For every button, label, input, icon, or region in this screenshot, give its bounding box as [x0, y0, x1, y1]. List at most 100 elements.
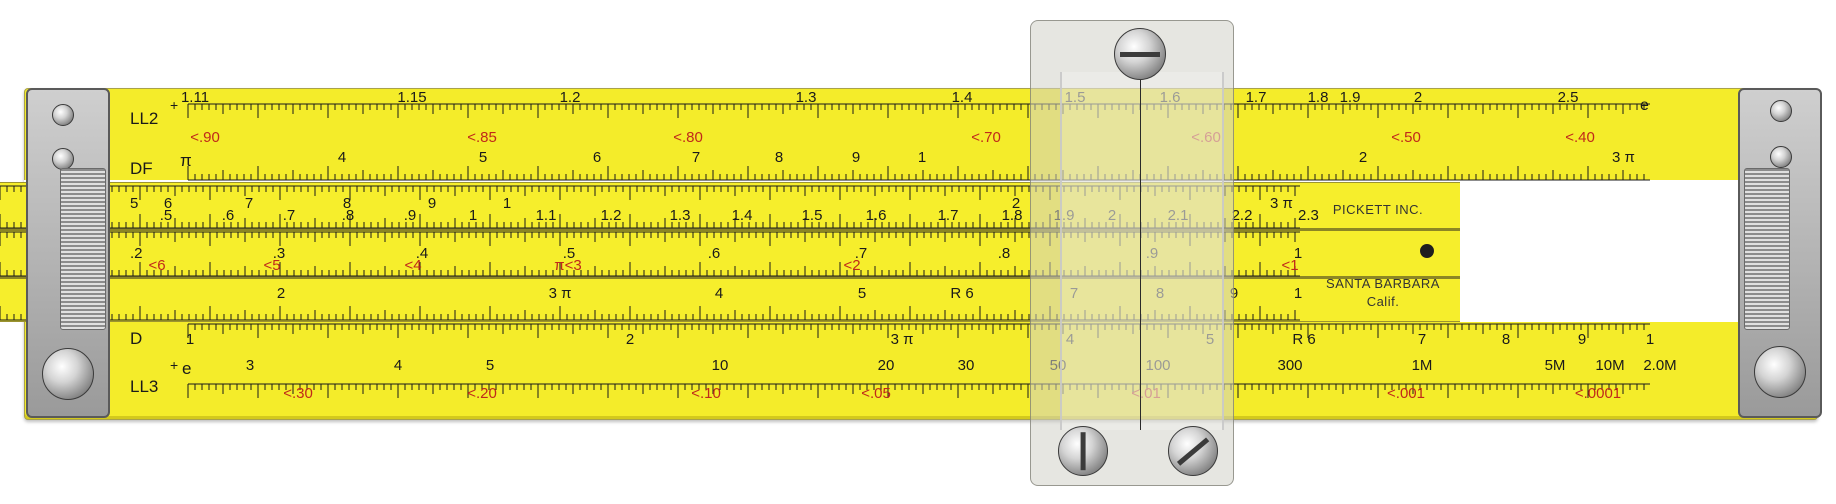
- red-tick-label: <.10: [691, 385, 721, 402]
- cursor[interactable]: [1030, 20, 1234, 486]
- tick-label: 1: [503, 195, 511, 212]
- red-tick-label: <2: [843, 257, 860, 274]
- tick-label: 2: [1012, 195, 1020, 212]
- scale-start-symbol: e: [182, 359, 191, 378]
- red-tick-label: <.0001: [1575, 385, 1621, 402]
- tick-label: 7: [1418, 331, 1426, 348]
- scale-name-df: DF: [130, 159, 153, 178]
- tick-label: 1.15: [397, 89, 426, 106]
- red-tick-label: π<3: [554, 257, 581, 274]
- tick-label: 8: [343, 195, 351, 212]
- tick-label: 3 π: [891, 331, 914, 348]
- scale-end-label: 3 π: [1612, 149, 1635, 166]
- tick-label: .8: [342, 207, 355, 224]
- tick-label: 5M: [1545, 357, 1566, 374]
- maker-state: Calif.: [1366, 294, 1400, 309]
- rivet-icon: [52, 148, 74, 170]
- tick-label: .6: [222, 207, 235, 224]
- tick-label: 1.9: [1340, 89, 1361, 106]
- red-tick-label: <.001: [1387, 385, 1425, 402]
- tick-label: .8: [998, 245, 1011, 262]
- scale-sign: +: [170, 97, 178, 113]
- tick-label: 1: [1294, 285, 1302, 302]
- scale-sign: +: [170, 357, 178, 373]
- tick-label: 8: [775, 149, 783, 166]
- tick-label: .3: [273, 245, 286, 262]
- rivet-icon: [1770, 146, 1792, 168]
- tick-label: 5: [486, 357, 494, 374]
- scale-name-d: D: [130, 329, 142, 348]
- cursor-screw-icon: [1168, 426, 1218, 476]
- screw-icon: [42, 348, 94, 400]
- red-tick-label: <1: [1281, 257, 1298, 274]
- tick-label: 1: [469, 207, 477, 224]
- rivet-icon: [1770, 100, 1792, 122]
- tick-label: 1.1: [536, 207, 557, 224]
- slide-groove-bottom: [0, 276, 1460, 279]
- tick-label: 2.0M: [1643, 357, 1676, 374]
- maker-city: SANTA BARBARA: [1326, 276, 1440, 291]
- tick-label: 3: [246, 357, 254, 374]
- tick-label: R 6: [1292, 331, 1315, 348]
- cursor-glass: [1060, 72, 1224, 430]
- tick-label: 2: [626, 331, 634, 348]
- tick-label: 7: [692, 149, 700, 166]
- tick-label: .6: [708, 245, 721, 262]
- red-tick-label: <.05: [861, 385, 891, 402]
- tick-label: 6: [593, 149, 601, 166]
- tick-label: 9: [1578, 331, 1586, 348]
- tick-label: 1.6: [866, 207, 887, 224]
- tick-label: 1.8: [1308, 89, 1329, 106]
- tick-label: 4: [394, 357, 402, 374]
- cursor-screw-icon: [1114, 28, 1166, 80]
- tick-label: .7: [283, 207, 296, 224]
- tick-label: 1.3: [670, 207, 691, 224]
- left-spring-clip: [60, 168, 106, 330]
- scale-end-symbol: e: [1640, 97, 1649, 114]
- tick-label: .9: [404, 207, 417, 224]
- tick-label: 1.3: [796, 89, 817, 106]
- tick-label: 9: [852, 149, 860, 166]
- scale-name-ll3: LL3: [130, 377, 158, 396]
- red-tick-label: <.50: [1391, 129, 1421, 146]
- cursor-screw-icon: [1058, 426, 1108, 476]
- scale-end-label: 2.3: [1298, 207, 1319, 224]
- tick-label: 1.2: [601, 207, 622, 224]
- red-tick-label: <.30: [283, 385, 313, 402]
- tick-label: 8: [1502, 331, 1510, 348]
- red-tick-label: <5: [263, 257, 280, 274]
- tick-label: 2.5: [1558, 89, 1579, 106]
- tick-label: 2: [277, 285, 285, 302]
- scale-name-ll2: LL2: [130, 109, 158, 128]
- red-tick-label: <.85: [467, 129, 497, 146]
- tick-label: 5: [479, 149, 487, 166]
- red-tick-label: <.80: [673, 129, 703, 146]
- scale-end-label: 3 π: [1270, 195, 1293, 212]
- tick-label: 1: [918, 149, 926, 166]
- screw-icon: [1754, 346, 1806, 398]
- red-tick-label: <.90: [190, 129, 220, 146]
- tick-label: 9: [428, 195, 436, 212]
- tick-label: 300: [1277, 357, 1302, 374]
- right-spring-clip: [1744, 168, 1790, 330]
- tick-label: 1.8: [1002, 207, 1023, 224]
- red-tick-label: <4: [404, 257, 421, 274]
- slide-groove-top: [0, 228, 1460, 231]
- tick-label: 1.2: [560, 89, 581, 106]
- tick-label: 3 π: [549, 285, 572, 302]
- tick-label: .5: [563, 245, 576, 262]
- tick-label: 1: [1646, 331, 1654, 348]
- tick-label: 10: [712, 357, 729, 374]
- tick-label: 1: [1294, 245, 1302, 262]
- tick-label: 5: [858, 285, 866, 302]
- tick-label: .7: [855, 245, 868, 262]
- tick-label: .5: [160, 207, 173, 224]
- red-tick-label: <.70: [971, 129, 1001, 146]
- tick-label: 1M: [1412, 357, 1433, 374]
- tick-label: 6: [164, 195, 172, 212]
- tick-label: 20: [878, 357, 895, 374]
- red-tick-label: <.40: [1565, 129, 1595, 146]
- maker-company: PICKETT INC.: [1332, 202, 1424, 217]
